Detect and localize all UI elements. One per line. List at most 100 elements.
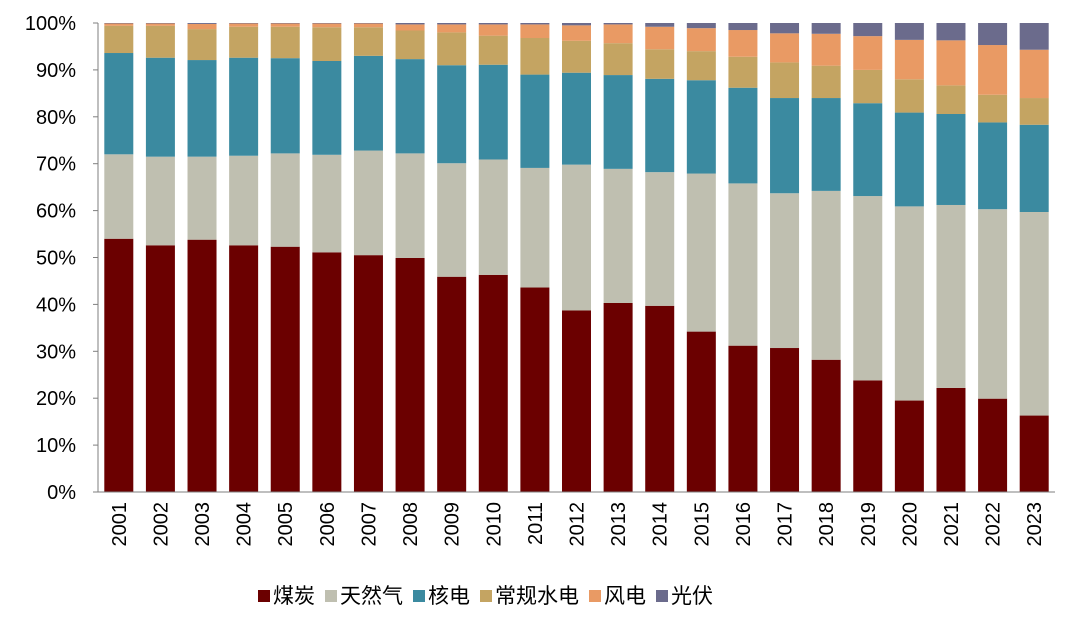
x-tick-label: 2017 [775,502,797,547]
y-tick-label: 90% [36,60,76,82]
x-tick-label: 2021 [941,502,963,547]
x-tick-label: 2023 [1024,502,1046,547]
legend-label: 常规水电 [495,585,579,608]
y-tick-label: 70% [36,154,76,176]
y-tick-label: 60% [36,201,76,223]
y-tick-label: 30% [36,341,76,363]
bar-segment-2013-series-3 [603,43,633,76]
bar-segment-2017-series-4 [770,33,800,63]
bar-segment-2019-series-1 [853,196,883,381]
x-tick-label: 2013 [608,502,630,547]
bar-segment-2021-series-1 [936,204,966,388]
y-tick-label: 40% [36,294,76,316]
bar-segment-2016-series-1 [728,183,758,346]
bar-segment-2005-series-3 [270,26,300,59]
bar-segment-2012-series-3 [562,40,591,73]
bar-segment-2011-series-2 [520,74,550,168]
bar-segment-2023-series-3 [1019,98,1049,125]
bar-column-2006 [312,23,342,492]
x-tick-label: 2004 [234,502,256,547]
bar-segment-2003-series-2 [187,60,217,157]
bar-segment-2001-series-2 [104,53,134,155]
bar-segment-2005-series-2 [270,58,300,154]
bar-segment-2007-series-0 [353,255,383,492]
bar-segment-2022-series-2 [978,122,1008,210]
x-tick-label: 2009 [442,502,464,547]
x-tick-label: 2011 [525,502,547,545]
bar-segment-2021-series-0 [936,387,966,492]
legend-label: 天然气 [340,585,403,608]
bar-segment-2009-series-3 [437,32,467,66]
bar-segment-2005-series-1 [270,153,300,247]
bar-segment-2023-series-0 [1019,415,1049,492]
bar-segment-2023-series-5 [1019,23,1049,50]
bar-segment-2020-series-0 [894,400,924,492]
bar-column-2018 [811,23,841,492]
x-tick-label: 2010 [483,502,505,547]
bar-segment-2019-series-4 [853,36,883,70]
x-tick-label: 2003 [192,502,214,547]
bar-segment-2006-series-4 [312,23,342,28]
bar-column-2017 [770,23,800,492]
bar-segment-2021-series-2 [936,113,966,205]
legend-swatch [258,590,270,602]
bar-segment-2003-series-5 [187,23,217,24]
bar-segment-2007-series-1 [353,150,383,256]
x-tick-label: 2020 [899,502,921,547]
bar-segment-2021-series-3 [936,85,966,114]
x-tick-label: 2014 [650,502,672,547]
bar-segment-2018-series-2 [811,98,841,191]
bar-segment-2019-series-5 [853,23,883,37]
bar-column-2010 [478,23,508,492]
bar-segment-2007-series-4 [353,23,383,28]
bar-segment-2014-series-1 [645,172,675,306]
bar-segment-2012-series-1 [562,164,591,311]
bar-segment-2013-series-1 [603,168,633,303]
bar-segment-2014-series-3 [645,49,675,79]
x-tick-label: 2007 [358,502,380,547]
legend: 煤炭 天然气 核电 常规水电 风电 光伏 [258,585,713,608]
bar-segment-2022-series-3 [978,94,1008,123]
bar-segment-2020-series-3 [894,79,924,113]
y-tick-label: 20% [36,388,76,410]
bar-segment-2020-series-4 [894,39,924,80]
x-tick-label: 2005 [275,502,297,547]
bar-segment-2018-series-1 [811,190,841,360]
bar-segment-2002-series-2 [145,57,175,157]
bar-segment-2016-series-2 [728,87,758,184]
bar-segment-2004-series-3 [229,26,259,58]
bar-segment-2003-series-0 [187,239,217,492]
bar-segment-2008-series-3 [395,30,425,60]
bar-segment-2018-series-3 [811,65,841,99]
bar-segment-2022-series-4 [978,45,1008,95]
bar-segment-2002-series-0 [145,245,175,492]
x-tick-label: 2015 [691,502,713,547]
bar-column-2016 [728,23,758,492]
bar-segment-2009-series-0 [437,276,467,492]
legend-swatch [589,590,601,602]
bar-segment-2013-series-0 [603,302,633,492]
bar-column-2005 [270,23,300,492]
bar-segment-2008-series-4 [395,24,425,31]
bar-segment-2006-series-3 [312,27,342,61]
bar-column-2021 [936,23,966,492]
bar-segment-2020-series-5 [894,23,924,40]
bar-segment-2003-series-4 [187,23,217,30]
bar-column-2023 [1019,23,1049,492]
bar-segment-2008-series-1 [395,153,425,258]
bar-segment-2001-series-0 [104,238,134,492]
bar-segment-2011-series-1 [520,167,550,288]
y-tick-label: 100% [25,13,76,35]
legend-item-3: 常规水电 [480,585,579,608]
bar-segment-2021-series-5 [936,23,966,41]
legend-item-0: 煤炭 [258,585,315,608]
axes-group [93,22,1055,493]
y-tick-label: 50% [36,248,76,270]
bar-segment-2016-series-5 [728,23,758,31]
bar-column-2001 [104,23,134,492]
legend-label: 风电 [604,585,646,608]
bar-segment-2007-series-2 [353,55,383,151]
bar-segment-2006-series-1 [312,154,342,253]
bar-segment-2017-series-0 [770,348,800,492]
